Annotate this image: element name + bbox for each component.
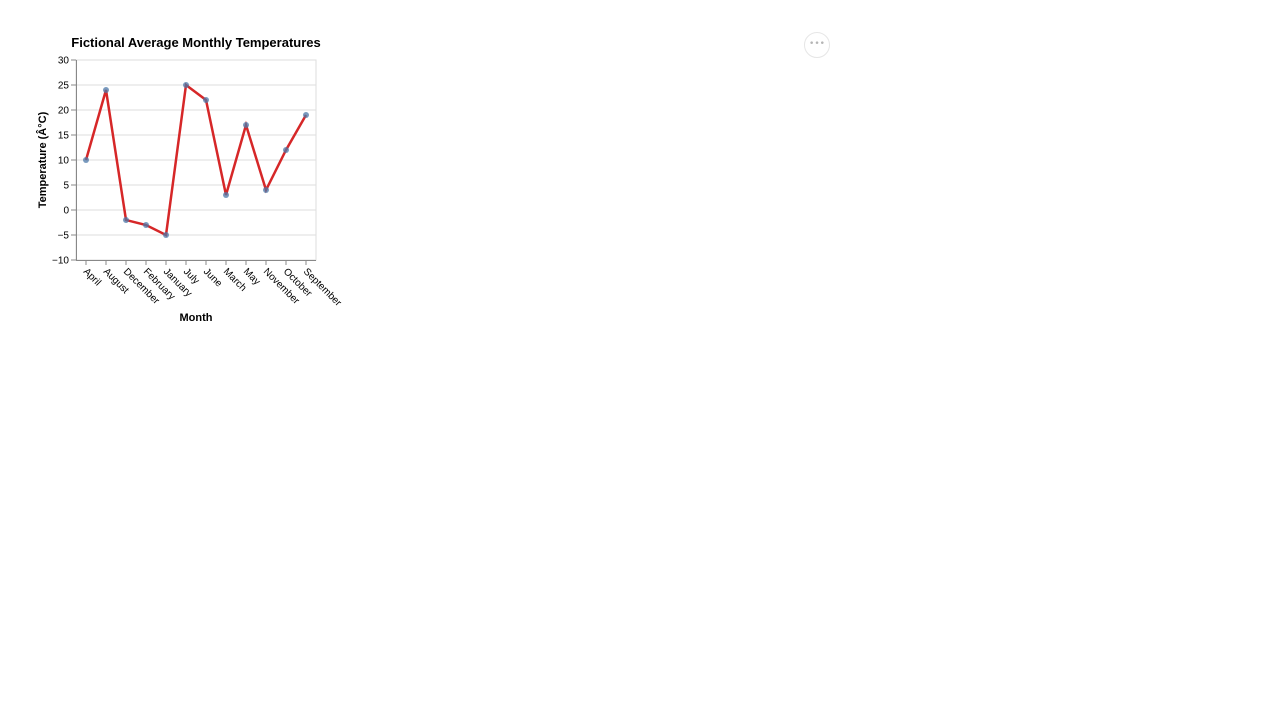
data-point	[103, 87, 109, 93]
x-tick-label: April	[81, 266, 103, 288]
y-tick-label: −5	[58, 231, 70, 242]
data-point	[143, 222, 149, 228]
y-axis-title: Temperature (Â°C)	[36, 111, 49, 208]
chart-actions-button[interactable]: •••	[804, 32, 830, 58]
data-point	[263, 187, 269, 193]
more-horizontal-icon: •••	[809, 39, 825, 49]
data-point	[203, 97, 209, 103]
data-point	[223, 192, 229, 198]
x-axis-title: Month	[180, 312, 213, 324]
data-point	[283, 147, 289, 153]
data-point	[163, 232, 169, 238]
y-tick-label: 10	[58, 156, 70, 167]
y-tick-label: 0	[63, 206, 69, 217]
y-tick-label: 5	[63, 181, 69, 192]
y-tick-label: 20	[58, 106, 70, 117]
y-tick-label: −10	[52, 256, 69, 267]
data-point	[183, 82, 189, 88]
y-tick-label: 25	[58, 81, 70, 92]
data-point	[303, 112, 309, 118]
data-point	[83, 157, 89, 163]
y-tick-label: 15	[58, 131, 70, 142]
x-tick-label: June	[201, 266, 224, 289]
series-line	[84, 82, 308, 237]
data-point	[123, 217, 129, 223]
data-point	[243, 122, 249, 128]
y-tick-label: 30	[58, 56, 70, 67]
chart-title: Fictional Average Monthly Temperatures	[71, 35, 320, 50]
